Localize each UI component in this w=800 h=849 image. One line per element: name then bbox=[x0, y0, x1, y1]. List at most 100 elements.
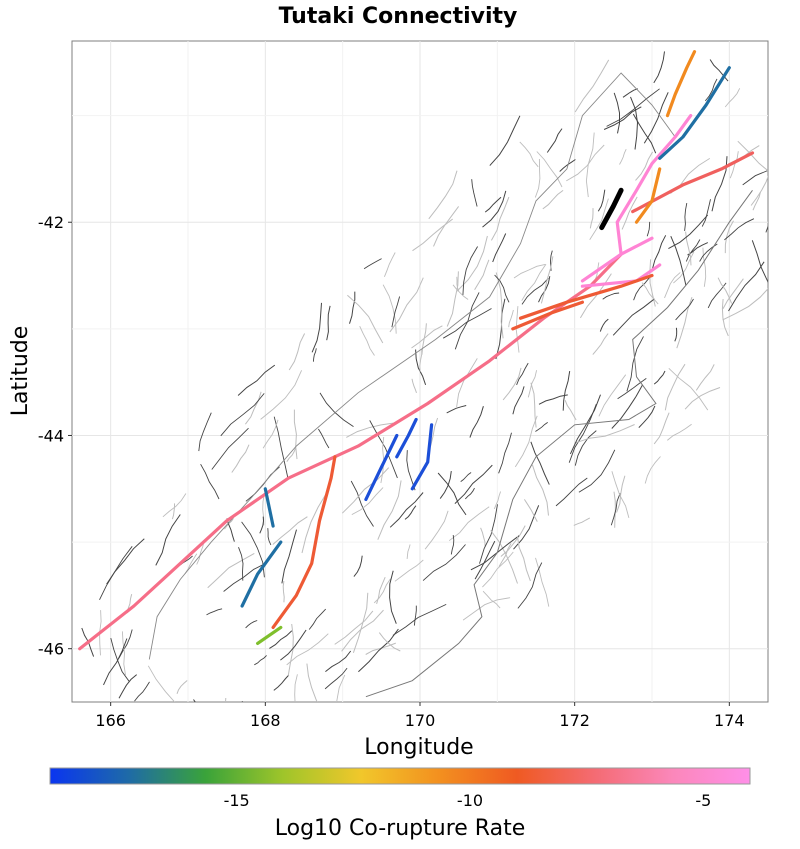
background-fault bbox=[474, 259, 490, 291]
background-fault bbox=[664, 272, 681, 299]
background-fault bbox=[621, 196, 638, 230]
background-fault bbox=[413, 605, 417, 626]
background-fault bbox=[318, 428, 330, 449]
background-fault bbox=[641, 282, 659, 305]
background-fault bbox=[668, 214, 709, 250]
background-fault bbox=[121, 631, 126, 675]
coastline bbox=[148, 72, 753, 698]
background-fault bbox=[171, 503, 175, 520]
rupture-segments bbox=[78, 50, 755, 651]
background-fault bbox=[226, 518, 235, 542]
x-axis-label: Longitude bbox=[364, 735, 473, 760]
colorbar-tick-label: -5 bbox=[695, 791, 711, 810]
background-fault bbox=[351, 487, 384, 515]
background-fault bbox=[428, 170, 458, 220]
background-fault bbox=[392, 603, 447, 636]
background-fault bbox=[134, 681, 150, 702]
background-fault bbox=[602, 292, 620, 300]
background-fault bbox=[515, 306, 520, 353]
background-fault bbox=[193, 699, 196, 702]
background-fault bbox=[512, 386, 525, 415]
background-fault bbox=[724, 220, 734, 254]
background-fault bbox=[724, 218, 755, 241]
background-fault bbox=[538, 394, 568, 405]
background-fault bbox=[555, 477, 588, 507]
background-fault bbox=[437, 472, 467, 516]
background-fault bbox=[530, 382, 537, 428]
background-fault bbox=[198, 412, 212, 452]
background-fault bbox=[281, 529, 297, 584]
background-fault bbox=[155, 514, 181, 566]
y-tick-label: -42 bbox=[38, 213, 64, 232]
background-fault bbox=[630, 96, 639, 150]
background-fault bbox=[394, 559, 424, 582]
background-fault bbox=[464, 487, 475, 500]
background-fault bbox=[272, 516, 308, 545]
background-fault bbox=[350, 480, 374, 527]
background-fault bbox=[652, 235, 667, 269]
background-fault bbox=[231, 444, 250, 473]
coastline-west bbox=[148, 72, 676, 660]
background-fault bbox=[513, 505, 540, 550]
background-fault bbox=[450, 535, 455, 555]
background-fault bbox=[482, 590, 501, 609]
background-fault bbox=[106, 538, 145, 585]
background-fault bbox=[668, 367, 709, 411]
background-fault bbox=[603, 106, 642, 130]
background-fault bbox=[446, 405, 467, 414]
background-fault bbox=[622, 88, 638, 98]
background-fault bbox=[638, 405, 656, 428]
y-tick-label: -46 bbox=[38, 640, 64, 659]
background-fault bbox=[479, 504, 498, 564]
rupture-otago-c bbox=[410, 423, 434, 491]
background-fault bbox=[722, 278, 744, 309]
background-fault bbox=[391, 296, 401, 328]
background-fault bbox=[724, 88, 741, 108]
background-fault bbox=[566, 144, 605, 182]
y-tick-label: -44 bbox=[38, 426, 64, 445]
background-fault bbox=[244, 391, 262, 425]
background-fault bbox=[273, 674, 290, 691]
background-fault bbox=[495, 298, 506, 360]
background-fault bbox=[460, 472, 472, 482]
x-tick-label: 170 bbox=[405, 711, 436, 730]
rupture-fiordland-b bbox=[263, 487, 275, 528]
background-fault bbox=[382, 284, 397, 334]
background-fault bbox=[294, 674, 298, 702]
background-fault bbox=[376, 577, 386, 605]
y-axis-label: Latitude bbox=[8, 326, 33, 417]
background-fault bbox=[737, 140, 768, 172]
background-fault bbox=[494, 274, 510, 303]
background-fault bbox=[574, 430, 597, 466]
background-fault bbox=[359, 326, 375, 356]
background-fault bbox=[562, 371, 571, 411]
background-fault bbox=[471, 179, 478, 207]
background-fault bbox=[482, 551, 514, 588]
background-fault bbox=[498, 432, 512, 474]
background-fault bbox=[729, 151, 739, 179]
background-fault bbox=[334, 610, 374, 645]
background-fault bbox=[617, 378, 647, 400]
background-fault bbox=[765, 225, 768, 233]
rupture-waimea bbox=[658, 66, 731, 160]
background-fault bbox=[424, 510, 449, 550]
background-fault-network bbox=[81, 51, 768, 702]
background-fault bbox=[353, 555, 363, 577]
background-fault bbox=[363, 258, 382, 270]
background-fault bbox=[495, 272, 504, 339]
background-fault bbox=[535, 422, 548, 432]
background-fault bbox=[462, 246, 478, 296]
background-fault bbox=[207, 552, 255, 589]
background-fault bbox=[611, 384, 644, 429]
background-fault bbox=[564, 400, 577, 421]
background-fault bbox=[530, 441, 550, 485]
background-fault bbox=[293, 409, 298, 460]
background-fault bbox=[389, 277, 424, 333]
colorbar bbox=[49, 767, 751, 785]
background-fault bbox=[211, 427, 249, 470]
background-fault bbox=[531, 464, 549, 516]
background-fault bbox=[589, 208, 594, 229]
background-fault bbox=[336, 674, 346, 702]
colorbar-tick-label: -10 bbox=[457, 791, 483, 810]
background-fault bbox=[728, 261, 765, 312]
